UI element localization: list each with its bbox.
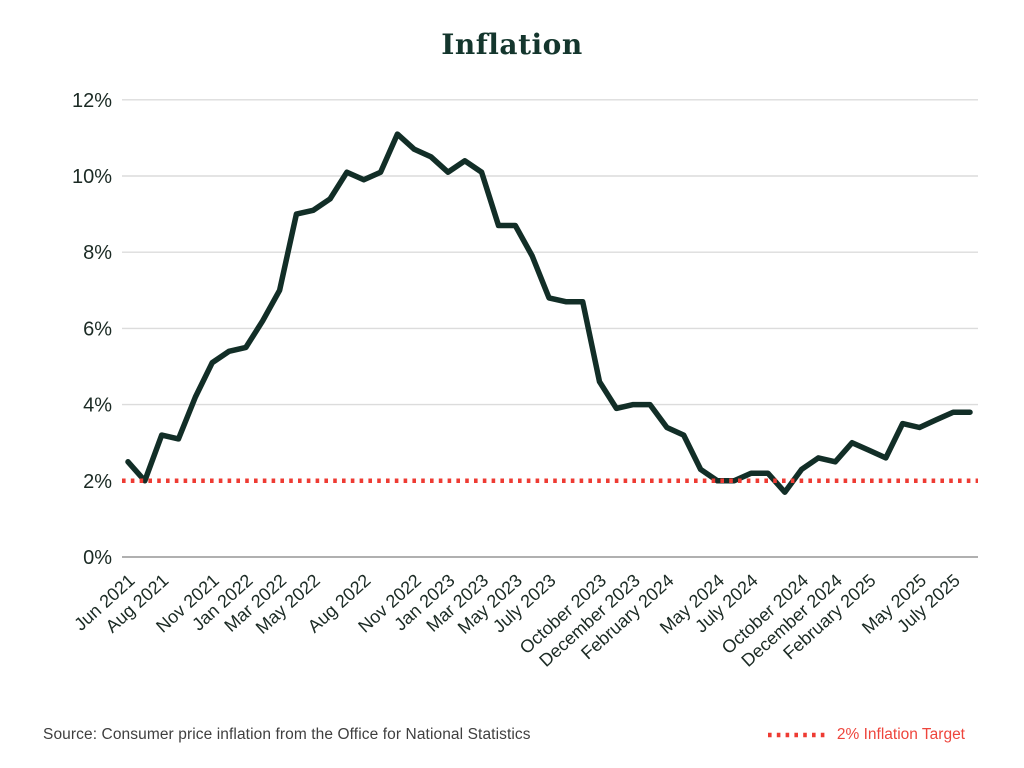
legend: 2% Inflation Target	[766, 726, 965, 744]
source-note: Source: Consumer price inflation from th…	[43, 726, 531, 743]
target-line-legend-swatch	[767, 732, 826, 738]
inflation-line	[125, 131, 973, 495]
y-axis-label-4pct: 4%	[83, 395, 112, 417]
y-axis-label-8pct: 8%	[83, 242, 112, 264]
chart-footer: Source: Consumer price inflation from th…	[0, 720, 1024, 750]
y-axis-label-6pct: 6%	[83, 318, 112, 340]
y-axis-label-12pct: 12%	[72, 90, 112, 112]
y-axis-label-2pct: 2%	[83, 471, 112, 493]
legend-label: 2% Inflation Target	[836, 726, 965, 743]
y-axis-label-10pct: 10%	[72, 166, 112, 188]
y-axis-label-0pct: 0%	[83, 547, 112, 569]
chart-title: Inflation	[441, 28, 583, 61]
